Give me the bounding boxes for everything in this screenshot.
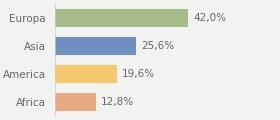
Bar (55, 37, 136, 55)
Text: 25,6%: 25,6% (141, 41, 174, 51)
Text: 12,8%: 12,8% (100, 97, 134, 107)
Bar (55, 93, 95, 111)
Text: 42,0%: 42,0% (193, 13, 226, 23)
Text: 19,6%: 19,6% (122, 69, 155, 79)
Bar (55, 9, 188, 27)
Bar (55, 65, 117, 83)
